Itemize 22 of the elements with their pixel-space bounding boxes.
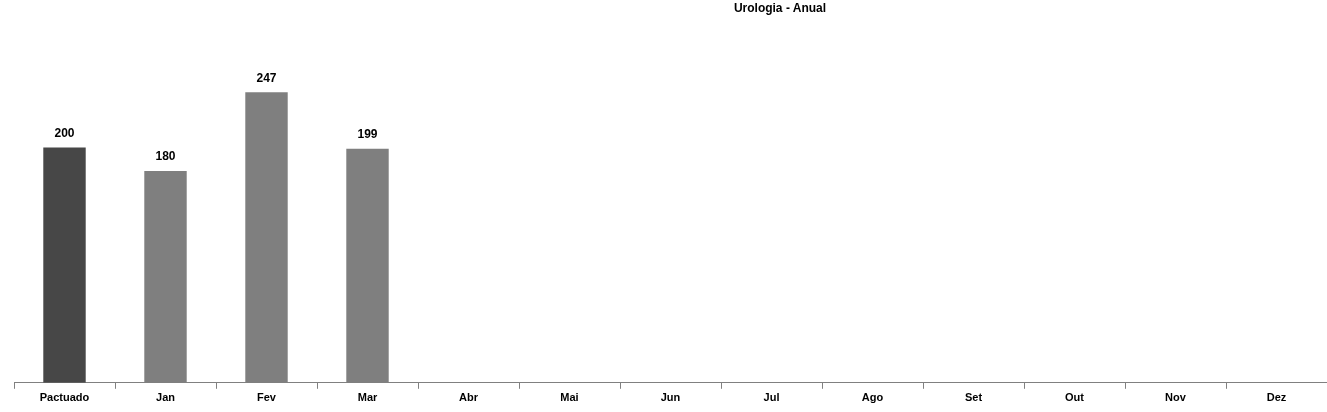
x-tick-label: Ago xyxy=(861,391,884,404)
x-tick-label: Pactuado xyxy=(39,391,90,404)
x-tick-label: Jul xyxy=(763,391,780,404)
x-tick-label: Out xyxy=(1065,391,1085,404)
x-tick-label: Nov xyxy=(1165,391,1187,404)
data-label: 247 xyxy=(256,70,277,85)
x-tick-label: Set xyxy=(964,391,983,404)
x-tick-label: Dez xyxy=(1266,391,1287,404)
bar xyxy=(43,147,86,383)
data-label: 180 xyxy=(155,149,176,164)
x-tick-label: Jan xyxy=(156,391,176,404)
x-tick-label: Abr xyxy=(459,391,479,404)
x-tick-label: Mar xyxy=(357,391,378,404)
bar xyxy=(144,171,187,383)
data-label: 199 xyxy=(357,127,378,142)
bar xyxy=(245,92,288,383)
chart-title: Urologia - Anual xyxy=(732,1,828,15)
data-label: 200 xyxy=(54,125,75,140)
bar xyxy=(346,148,389,383)
x-tick-label: Mai xyxy=(560,391,579,404)
x-tick-label: Fev xyxy=(257,391,277,404)
x-tick-label: Jun xyxy=(660,391,681,404)
